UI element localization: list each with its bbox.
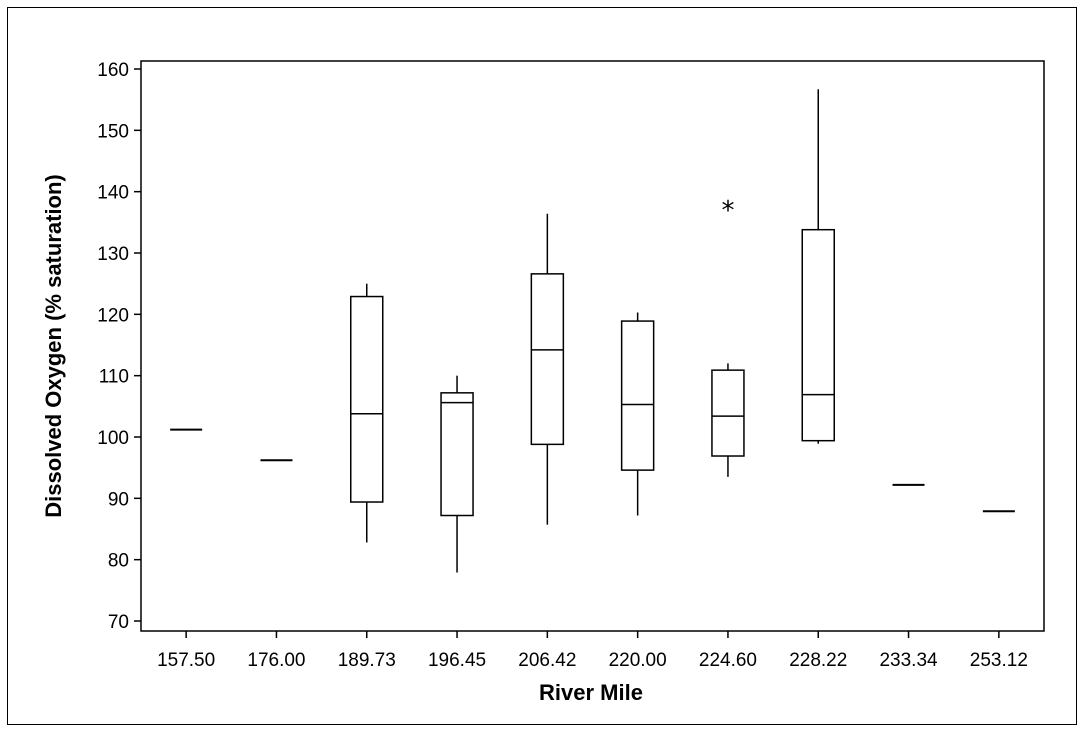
x-tick-label: 206.42: [518, 650, 576, 671]
x-tick-label: 220.00: [609, 650, 667, 671]
x-tick-label: 233.34: [879, 650, 938, 671]
box-iqr: [530, 273, 565, 446]
box-iqr: [711, 369, 745, 457]
x-axis: 157.50 176.00 189.73 196.45 206.42 220.00 224.…: [157, 631, 1028, 671]
box-group: [350, 283, 384, 543]
x-tick-label: 196.45: [428, 650, 486, 671]
y-tick-label: 100: [97, 428, 129, 449]
box-group: [620, 312, 655, 516]
box-group: [440, 375, 474, 573]
outlier-marker: *: [721, 196, 734, 226]
x-tick-label: 253.12: [970, 650, 1028, 671]
y-tick-label: 140: [97, 183, 129, 204]
y-axis-title: Dissolved Oxygen (% saturation): [41, 174, 66, 518]
plot-area: [140, 60, 1045, 632]
y-tick-label: 160: [97, 60, 129, 81]
x-tick-label: 228.22: [789, 650, 847, 671]
x-tick-label: 157.50: [157, 650, 215, 671]
box-iqr: [801, 228, 835, 442]
box-series: *: [170, 89, 1015, 573]
y-tick-label: 80: [108, 551, 129, 572]
x-tick-label: 224.60: [699, 650, 757, 671]
y-tick-label: 150: [97, 121, 129, 142]
box-iqr: [440, 392, 474, 517]
x-tick-label: 189.73: [338, 650, 396, 671]
y-tick-label: 90: [108, 489, 129, 510]
box-group: *: [711, 196, 745, 477]
box-iqr: [620, 320, 655, 471]
x-axis-title: River Mile: [539, 680, 643, 705]
y-tick-label: 70: [108, 612, 129, 633]
y-tick-label: 130: [97, 244, 129, 265]
box-group: [801, 89, 835, 444]
y-tick-label: 110: [99, 367, 129, 388]
box-iqr: [350, 295, 384, 503]
y-tick-label: 120: [97, 305, 129, 326]
x-tick-label: 176.00: [247, 650, 305, 671]
y-axis: 70 80 90 100 110 120 130 140 150 160: [97, 60, 141, 633]
box-group: [530, 213, 565, 525]
